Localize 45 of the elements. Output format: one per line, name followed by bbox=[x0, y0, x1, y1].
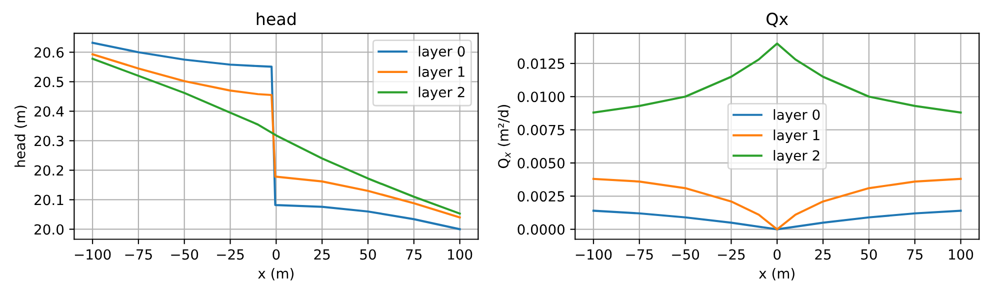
x-tick-label: 75 bbox=[406, 249, 422, 260]
x-axis-title: x (m) bbox=[759, 268, 794, 280]
y-tick-label: 20.5 bbox=[34, 76, 64, 88]
x-tick-label: 0 bbox=[272, 249, 280, 260]
x-axis-title: x (m) bbox=[258, 268, 294, 280]
y-tick-label: 0.0125 bbox=[518, 58, 564, 69]
y-axis-title: head (m) bbox=[14, 106, 27, 167]
x-tick-label: −100 bbox=[74, 249, 111, 260]
x-tick-label: 50 bbox=[360, 249, 376, 260]
x-tick-label: −75 bbox=[626, 249, 653, 260]
legend-label: layer 2 bbox=[418, 86, 464, 100]
x-tick-label: −100 bbox=[576, 249, 612, 260]
chart-title: head bbox=[256, 12, 296, 26]
x-tick-label: 100 bbox=[448, 249, 472, 260]
x-tick-label: 0 bbox=[774, 249, 781, 260]
x-tick-label: −75 bbox=[125, 249, 152, 260]
legend-label: layer 2 bbox=[774, 150, 820, 164]
x-tick-label: 75 bbox=[907, 249, 922, 260]
x-tick-label: 50 bbox=[861, 249, 877, 260]
y-tick-label: 20.2 bbox=[34, 165, 64, 176]
y-tick-label: 0.0050 bbox=[518, 158, 564, 168]
legend-label: layer 1 bbox=[418, 66, 464, 80]
y-tick-label: 20.3 bbox=[34, 136, 64, 146]
chart-title: Qx bbox=[766, 12, 788, 28]
x-tick-label: −25 bbox=[718, 249, 745, 260]
y-tick-label: 20.6 bbox=[34, 47, 64, 58]
legend-label: layer 0 bbox=[418, 46, 465, 60]
legend-label: layer 1 bbox=[774, 130, 820, 144]
y-axis-title: Q$_{x}$ (m²/d) bbox=[498, 105, 511, 168]
y-tick-label: 20.1 bbox=[34, 194, 64, 206]
y-tick-label: 0.0075 bbox=[518, 124, 564, 136]
x-tick-label: 25 bbox=[815, 249, 831, 260]
x-tick-label: 100 bbox=[949, 249, 974, 260]
x-tick-label: −50 bbox=[672, 249, 700, 260]
y-tick-label: 20.0 bbox=[34, 224, 64, 235]
y-tick-label: 0.0000 bbox=[518, 224, 564, 235]
line-series bbox=[592, 178, 962, 230]
y-tick-label: 0.0025 bbox=[518, 191, 564, 202]
x-tick-label: −25 bbox=[217, 249, 244, 260]
y-tick-label: 20.4 bbox=[34, 106, 64, 117]
x-tick-label: −50 bbox=[171, 249, 198, 260]
legend-label: layer 0 bbox=[774, 109, 820, 123]
line-series bbox=[592, 210, 962, 230]
y-tick-label: 0.0100 bbox=[518, 92, 564, 102]
x-tick-label: 25 bbox=[314, 249, 330, 260]
